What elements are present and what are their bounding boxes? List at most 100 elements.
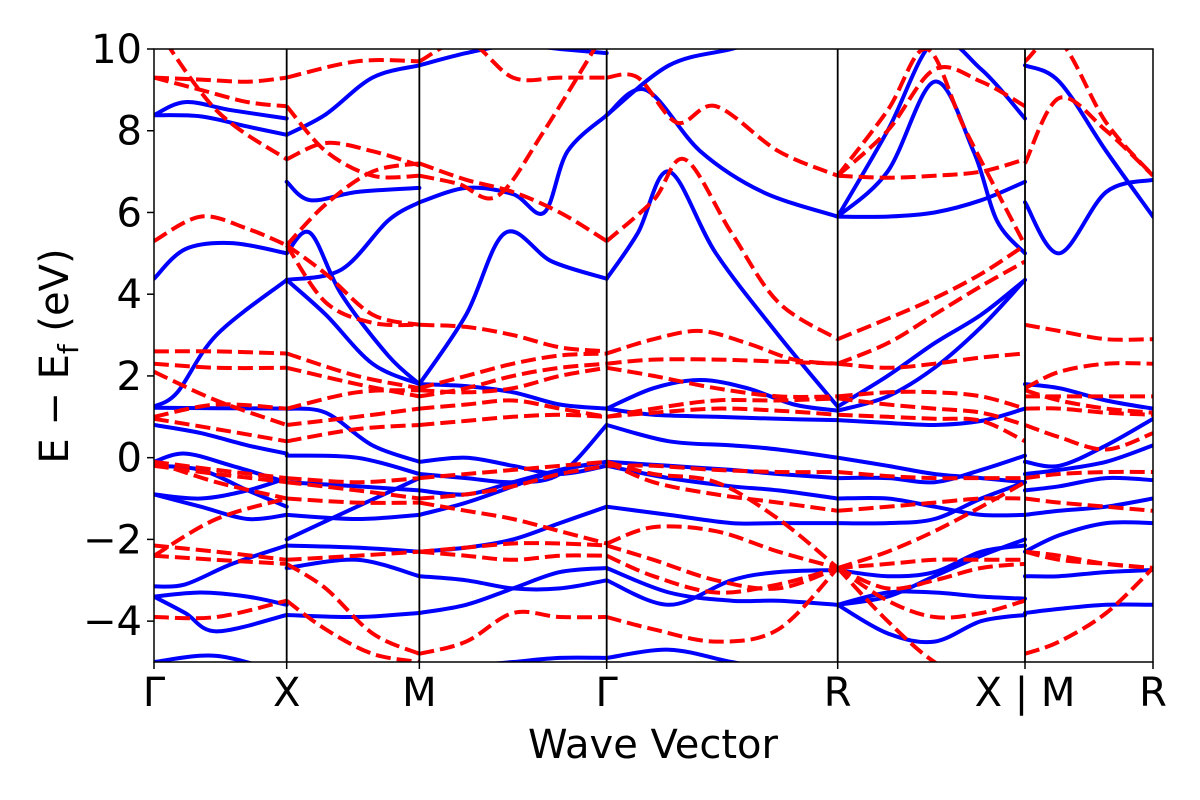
y-axis-title-main: E − E xyxy=(32,354,78,464)
band-dashed-red-159 xyxy=(1024,406,1153,417)
band-dashed-red-86 xyxy=(154,543,287,562)
band-dashed-red-126 xyxy=(606,357,838,366)
band-dashed-red-128 xyxy=(606,396,838,419)
band-solid-blue-74 xyxy=(1023,602,1153,615)
band-solid-blue-22 xyxy=(284,543,422,554)
band-dashed-red-121 xyxy=(419,549,607,562)
kpoint-divider-lines xyxy=(285,49,1026,662)
band-dashed-red-92 xyxy=(285,140,420,168)
plot-frame xyxy=(153,48,1154,663)
band-dashed-red-104 xyxy=(286,496,420,505)
band-dashed-red-107 xyxy=(285,599,420,662)
band-dashed-red-82 xyxy=(154,402,287,419)
y-tick-label-4: 4 xyxy=(117,272,142,318)
band-dashed-red-94 xyxy=(285,161,420,247)
band-solid-blue-41 xyxy=(604,87,840,219)
band-dashed-red-154 xyxy=(1023,95,1153,178)
band-dashed-red-135 xyxy=(606,566,840,644)
band-dashed-red-115 xyxy=(419,398,608,419)
band-solid-blue-53 xyxy=(835,49,1027,219)
band-dashed-red-137 xyxy=(837,157,1026,180)
x-tick-label-1: X xyxy=(273,670,300,716)
band-dashed-red-145 xyxy=(837,412,1026,444)
x-tick-label-5: X | M xyxy=(975,670,1076,716)
y-tick-label-2: 0 xyxy=(117,436,142,482)
band-dashed-red-114 xyxy=(419,365,608,395)
band-solid-blue-59 xyxy=(835,495,1027,518)
band-dashed-red-103 xyxy=(286,480,420,501)
band-solid-blue-4 xyxy=(154,113,289,137)
band-dashed-red-96 xyxy=(285,244,420,328)
band-dashed-red-130 xyxy=(606,459,839,570)
band-dashed-red-95 xyxy=(285,243,420,327)
y-tick-label-6: 8 xyxy=(117,109,142,155)
band-dashed-red-88 xyxy=(154,553,287,566)
band-dashed-red-119 xyxy=(419,500,608,546)
band-dashed-red-116 xyxy=(419,412,607,427)
band-solid-blue-27 xyxy=(417,382,609,411)
band-solid-blue-66 xyxy=(1023,177,1153,256)
band-dashed-red-160 xyxy=(1024,423,1153,452)
band-solid-blue-29 xyxy=(417,113,609,216)
band-solid-blue-69 xyxy=(1023,443,1153,476)
band-dashed-red-150 xyxy=(836,566,1026,620)
band-dashed-red-164 xyxy=(1024,549,1153,570)
band-dashed-red-90 xyxy=(154,459,288,501)
x-tick-label-4: R xyxy=(824,670,852,716)
band-dashed-red-78 xyxy=(154,214,288,248)
band-solid-blue-37 xyxy=(490,655,609,662)
band-dashed-red-162 xyxy=(1024,496,1153,513)
x-tick-label-3: Γ xyxy=(596,670,619,716)
x-axis-title: Wave Vector xyxy=(528,722,779,768)
band-dashed-red-124 xyxy=(606,72,839,178)
band-dashed-red-109 xyxy=(418,161,608,243)
band-solid-blue-2 xyxy=(154,405,289,411)
band-dashed-red-155 xyxy=(1024,322,1153,342)
y-tick-label-3: 2 xyxy=(117,354,142,400)
y-axis-title-subscript: f xyxy=(52,343,85,354)
band-solid-blue-36 xyxy=(417,566,609,615)
band-dashed-red-146 xyxy=(837,470,1025,481)
band-solid-blue-25 xyxy=(284,476,422,542)
band-dashed-red-156 xyxy=(1024,361,1153,391)
band-solid-blue-15 xyxy=(284,200,422,282)
band-solid-blue-19 xyxy=(284,453,422,476)
band-solid-blue-47 xyxy=(604,566,840,607)
band-dashed-red-111 xyxy=(419,322,607,354)
band-solid-blue-63 xyxy=(835,602,1027,645)
band-dashed-red-144 xyxy=(837,396,1026,427)
band-solid-blue-38 xyxy=(417,49,609,68)
band-solid-blue-39 xyxy=(604,378,840,413)
y-axis-title: E − Ef (eV) xyxy=(32,248,85,463)
band-solid-blue-73 xyxy=(1023,568,1153,579)
band-solid-blue-65 xyxy=(1023,63,1153,219)
band-solid-blue-23 xyxy=(284,557,422,579)
band-dashed-red-152 xyxy=(837,496,1026,513)
band-dashed-red-158 xyxy=(1024,388,1153,415)
band-dashed-red-98 xyxy=(286,365,420,399)
band-solid-blue-14 xyxy=(284,277,422,387)
band-solid-blue-60 xyxy=(835,480,1027,526)
band-solid-blue-64 xyxy=(835,589,1027,607)
x-tick-label-2: M xyxy=(402,670,437,716)
band-dashed-red-80 xyxy=(154,361,287,371)
band-solid-blue-71 xyxy=(1023,496,1153,517)
band-solid-blue-62 xyxy=(835,537,1027,607)
x-tick-label-6: R xyxy=(1139,670,1167,716)
band-dashed-red-118 xyxy=(419,463,608,501)
band-dashed-red-141 xyxy=(836,259,1026,366)
band-solid-blue-68 xyxy=(1023,416,1153,469)
band-dashed-red-142 xyxy=(837,351,1026,370)
band-dashed-red-89 xyxy=(154,598,288,621)
band-solid-blue-67 xyxy=(1023,382,1153,411)
band-solid-blue-58 xyxy=(835,453,1027,485)
band-solid-blue-28 xyxy=(417,229,609,387)
band-solid-blue-1 xyxy=(154,277,289,409)
band-solid-blue-50 xyxy=(604,49,740,118)
band-dashed-red-108 xyxy=(418,49,607,83)
band-dashed-red-122 xyxy=(418,609,607,656)
band-solid-blue-52 xyxy=(835,79,1027,256)
band-dashed-red-83 xyxy=(154,416,288,444)
band-dashed-red-133 xyxy=(606,543,839,591)
